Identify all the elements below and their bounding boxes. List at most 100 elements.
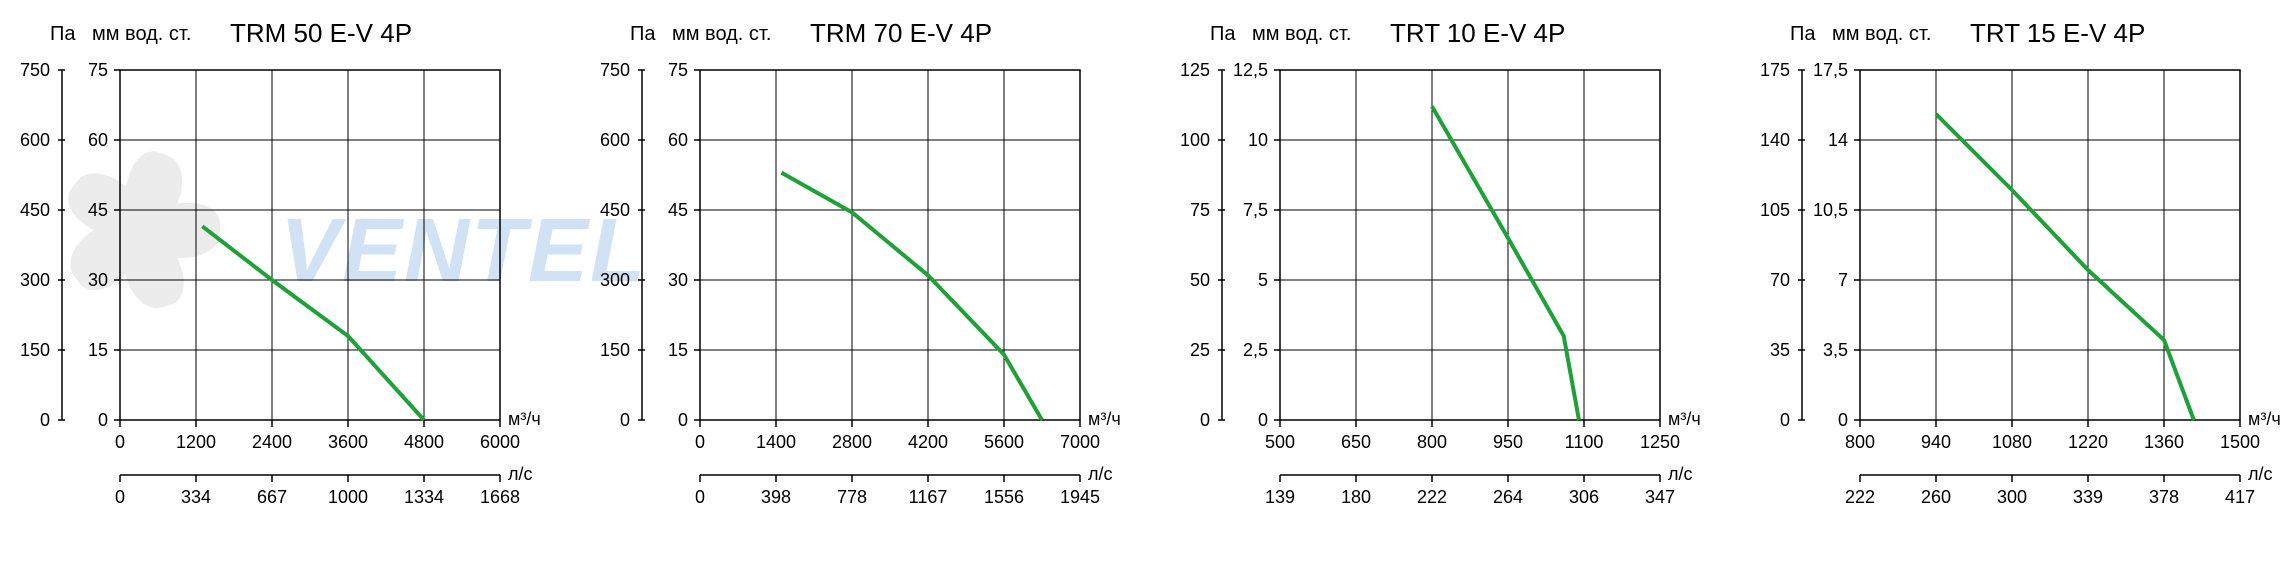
ytick-mm: 17,5 xyxy=(1813,60,1848,80)
ytick-mm: 15 xyxy=(668,340,688,360)
xtick-top: 5600 xyxy=(984,432,1024,452)
xtick-bottom: 1668 xyxy=(480,487,520,507)
ytick-pa: 125 xyxy=(1180,60,1210,80)
xtick-bottom: 0 xyxy=(695,487,705,507)
xtick-top: 1400 xyxy=(756,432,796,452)
xtick-bottom: 334 xyxy=(181,487,211,507)
xtick-bottom: 260 xyxy=(1921,487,1951,507)
xtick-top: 500 xyxy=(1265,432,1295,452)
xtick-top: 1200 xyxy=(176,432,216,452)
ytick-mm: 7 xyxy=(1838,270,1848,290)
xtick-bottom: 1167 xyxy=(909,487,948,507)
xtick-top: 800 xyxy=(1417,432,1447,452)
ytick-pa: 750 xyxy=(600,60,630,80)
chart-svg: Памм вод. ст.TRT 10 E-V 4P00252,5505757,… xyxy=(1180,10,1720,550)
xtick-bottom: 222 xyxy=(1417,487,1447,507)
ytick-pa: 70 xyxy=(1770,270,1790,290)
ytick-mm: 0 xyxy=(1258,410,1268,430)
xtick-bottom: 306 xyxy=(1569,487,1599,507)
chart-title: TRM 50 E-V 4P xyxy=(230,18,412,48)
ytick-pa: 150 xyxy=(20,340,50,360)
ytick-pa: 100 xyxy=(1180,130,1210,150)
data-line xyxy=(202,226,424,420)
x-unit-bottom: л/с xyxy=(1088,464,1113,484)
ytick-mm: 10 xyxy=(1248,130,1268,150)
pa-label: Па xyxy=(50,23,76,45)
ytick-pa: 0 xyxy=(1780,410,1790,430)
chart-title: TRT 15 E-V 4P xyxy=(1970,18,2145,48)
xtick-top: 7000 xyxy=(1060,432,1100,452)
data-line xyxy=(1432,106,1579,420)
x-unit-bottom: л/с xyxy=(1668,464,1693,484)
x-unit-top: м³/ч xyxy=(2248,409,2281,429)
ytick-pa: 450 xyxy=(20,200,50,220)
ytick-mm: 3,5 xyxy=(1823,340,1848,360)
chart-title: TRM 70 E-V 4P xyxy=(810,18,992,48)
ytick-pa: 50 xyxy=(1190,270,1210,290)
ytick-pa: 600 xyxy=(20,130,50,150)
xtick-bottom: 1556 xyxy=(984,487,1024,507)
xtick-bottom: 264 xyxy=(1493,487,1523,507)
xtick-bottom: 339 xyxy=(2073,487,2103,507)
xtick-top: 1500 xyxy=(2220,432,2260,452)
xtick-top: 0 xyxy=(115,432,125,452)
xtick-bottom: 347 xyxy=(1645,487,1675,507)
xtick-bottom: 222 xyxy=(1845,487,1875,507)
pa-label: Па xyxy=(1210,23,1236,45)
ytick-pa: 300 xyxy=(20,270,50,290)
ytick-pa: 150 xyxy=(600,340,630,360)
ytick-pa: 0 xyxy=(40,410,50,430)
xtick-bottom: 139 xyxy=(1265,487,1295,507)
xtick-bottom: 1334 xyxy=(404,487,444,507)
xtick-bottom: 180 xyxy=(1341,487,1371,507)
ytick-pa: 0 xyxy=(1200,410,1210,430)
xtick-top: 1080 xyxy=(1992,432,2032,452)
xtick-bottom: 378 xyxy=(2149,487,2179,507)
xtick-top: 950 xyxy=(1493,432,1523,452)
mm-label: мм вод. ст. xyxy=(1832,23,1931,45)
xtick-bottom: 1945 xyxy=(1060,487,1100,507)
xtick-top: 3600 xyxy=(328,432,368,452)
ytick-mm: 45 xyxy=(668,200,688,220)
mm-label: мм вод. ст. xyxy=(92,23,191,45)
xtick-bottom: 300 xyxy=(1997,487,2027,507)
chart-panel-2: Памм вод. ст.TRT 10 E-V 4P00252,5505757,… xyxy=(1180,10,1720,560)
data-line xyxy=(1936,114,2194,420)
ytick-mm: 2,5 xyxy=(1243,340,1268,360)
plot-border xyxy=(1860,70,2240,420)
ytick-pa: 300 xyxy=(600,270,630,290)
xtick-top: 4200 xyxy=(908,432,948,452)
chart-svg: Памм вод. ст.TRM 70 E-V 4P00150153003045… xyxy=(600,10,1140,550)
ytick-mm: 0 xyxy=(1838,410,1848,430)
ytick-pa: 750 xyxy=(20,60,50,80)
chart-svg: Памм вод. ст.TRM 50 E-V 4P00150153003045… xyxy=(20,10,560,550)
xtick-top: 2400 xyxy=(252,432,292,452)
ytick-pa: 35 xyxy=(1770,340,1790,360)
ytick-mm: 75 xyxy=(668,60,688,80)
pa-label: Па xyxy=(630,23,656,45)
ytick-mm: 5 xyxy=(1258,270,1268,290)
xtick-top: 800 xyxy=(1845,432,1875,452)
xtick-bottom: 778 xyxy=(837,487,867,507)
x-unit-top: м³/ч xyxy=(1668,409,1701,429)
ytick-mm: 0 xyxy=(98,410,108,430)
mm-label: мм вод. ст. xyxy=(672,23,771,45)
ytick-mm: 7,5 xyxy=(1243,200,1268,220)
pa-label: Па xyxy=(1790,23,1816,45)
ytick-pa: 140 xyxy=(1760,130,1790,150)
xtick-bottom: 1000 xyxy=(328,487,368,507)
ytick-mm: 0 xyxy=(678,410,688,430)
x-unit-bottom: л/с xyxy=(2248,464,2273,484)
chart-title: TRT 10 E-V 4P xyxy=(1390,18,1565,48)
chart-svg: Памм вод. ст.TRT 15 E-V 4P00353,57071051… xyxy=(1760,10,2288,550)
ytick-pa: 600 xyxy=(600,130,630,150)
mm-label: мм вод. ст. xyxy=(1252,23,1351,45)
chart-panel-0: Памм вод. ст.TRM 50 E-V 4P00150153003045… xyxy=(20,10,560,560)
ytick-mm: 75 xyxy=(88,60,108,80)
xtick-top: 650 xyxy=(1341,432,1371,452)
ytick-mm: 12,5 xyxy=(1233,60,1268,80)
xtick-top: 1220 xyxy=(2068,432,2108,452)
xtick-top: 1360 xyxy=(2144,432,2184,452)
xtick-bottom: 0 xyxy=(115,487,125,507)
chart-panel-1: Памм вод. ст.TRM 70 E-V 4P00150153003045… xyxy=(600,10,1140,560)
